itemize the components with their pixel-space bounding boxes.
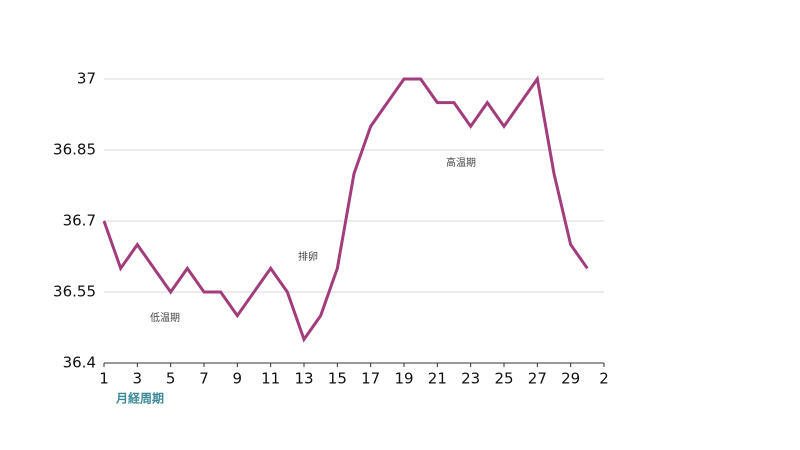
x-tick-label: 25: [494, 370, 513, 388]
x-tick-label: 17: [361, 370, 380, 388]
x-tick-label: 9: [233, 370, 243, 388]
y-tick-label: 36.85: [53, 141, 96, 159]
x-tick-label: 13: [294, 370, 313, 388]
y-tick-label: 36.7: [63, 212, 96, 230]
line: [102, 75, 589, 343]
annotation: 低温期: [150, 311, 180, 324]
x-tick-label: 7: [199, 370, 209, 388]
x-tick-label: 2: [599, 370, 609, 388]
x-tick-label: 23: [461, 370, 480, 388]
x-tick-label: 11: [261, 370, 280, 388]
annotation: 高温期: [446, 156, 476, 169]
annotation: 排卵: [298, 250, 318, 263]
x-tick-label: 15: [328, 370, 347, 388]
x-tick-label: 1: [99, 370, 109, 388]
x-tick-label: 29: [561, 370, 580, 388]
y-tick-label: 37: [77, 70, 96, 88]
x-tick-label: 5: [166, 370, 176, 388]
x-axis-title: 月経周期: [115, 391, 164, 406]
y-tick-label: 36.4: [63, 354, 96, 372]
x-tick-label: 27: [528, 370, 547, 388]
x-tick-label: 19: [394, 370, 413, 388]
y-tick-label: 36.55: [53, 283, 96, 301]
x-tick-label: 21: [428, 370, 447, 388]
x-tick-label: 3: [133, 370, 143, 388]
